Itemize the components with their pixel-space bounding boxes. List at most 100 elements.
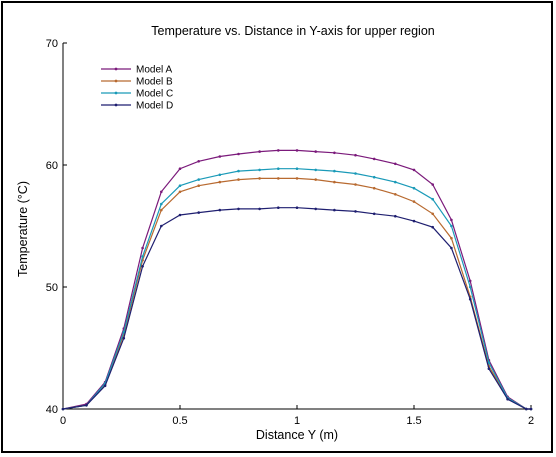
data-point xyxy=(431,225,435,229)
data-point xyxy=(506,397,509,401)
series-model-b xyxy=(61,177,533,411)
data-point xyxy=(372,186,376,190)
data-point xyxy=(218,208,222,212)
legend-label: Model D xyxy=(136,101,173,112)
series-lines xyxy=(61,149,533,411)
legend-label: Model B xyxy=(136,77,173,88)
y-axis-label: Temperature (°C) xyxy=(16,181,30,277)
data-point xyxy=(237,207,240,211)
data-point xyxy=(122,330,126,334)
x-ticks: 0 0.5 1 1.5 2 xyxy=(60,405,534,427)
data-point xyxy=(258,168,261,172)
data-point xyxy=(122,336,126,340)
data-point xyxy=(314,178,318,181)
data-point xyxy=(314,150,318,153)
data-point xyxy=(258,207,261,211)
data-point xyxy=(431,197,435,201)
data-point xyxy=(237,152,240,156)
data-point xyxy=(431,183,435,186)
data-point xyxy=(314,207,318,211)
data-point xyxy=(160,208,163,212)
data-point xyxy=(85,404,88,407)
data-point xyxy=(529,407,533,411)
x-tick-label: 0.5 xyxy=(172,415,187,427)
data-point xyxy=(450,224,453,228)
data-point xyxy=(197,178,200,181)
data-point xyxy=(314,168,318,172)
data-point xyxy=(295,149,299,152)
data-point xyxy=(237,178,240,181)
y-tick-label: 50 xyxy=(46,282,58,294)
legend-item: Model C xyxy=(101,89,173,100)
data-point xyxy=(412,168,416,172)
data-point xyxy=(354,172,357,175)
data-point xyxy=(295,206,299,209)
legend-label: Model A xyxy=(136,65,172,76)
data-point xyxy=(61,407,65,411)
y-tick-label: 60 xyxy=(46,160,58,172)
data-point xyxy=(258,150,261,153)
data-point xyxy=(237,169,240,173)
data-point xyxy=(103,384,107,388)
data-point xyxy=(487,361,491,364)
data-point xyxy=(178,213,182,217)
data-point xyxy=(141,255,144,258)
data-point xyxy=(394,180,397,184)
data-point xyxy=(197,211,200,214)
data-point xyxy=(333,180,336,184)
data-point xyxy=(487,367,491,371)
legend-label: Model C xyxy=(136,89,173,100)
data-point xyxy=(412,219,416,223)
series-line xyxy=(62,149,531,410)
data-point xyxy=(141,246,144,250)
data-point xyxy=(178,184,182,187)
legend-item: Model D xyxy=(101,101,173,112)
data-point xyxy=(218,173,222,177)
data-point xyxy=(277,206,280,209)
series-line xyxy=(62,177,531,410)
data-point xyxy=(431,212,435,216)
x-tick-label: 2 xyxy=(528,415,534,427)
data-point xyxy=(394,162,397,166)
data-point xyxy=(412,200,416,203)
series-line xyxy=(62,207,531,410)
legend-marker xyxy=(114,79,118,83)
data-point xyxy=(277,167,280,170)
data-point xyxy=(218,180,222,184)
data-point xyxy=(160,224,163,228)
data-point xyxy=(468,297,472,301)
y-tick-label: 70 xyxy=(46,38,58,50)
data-point xyxy=(394,193,397,196)
data-point xyxy=(450,236,453,240)
data-point xyxy=(178,190,182,194)
data-point xyxy=(258,177,261,180)
legend-marker xyxy=(114,67,118,71)
data-point xyxy=(197,184,200,187)
line-chart: Temperature vs. Distance in Y-axis for u… xyxy=(16,24,534,442)
data-point xyxy=(295,177,299,180)
data-point xyxy=(141,265,144,268)
data-point xyxy=(412,186,416,190)
y-ticks: 40 50 60 70 xyxy=(46,38,67,416)
data-point xyxy=(218,155,222,158)
data-point xyxy=(450,246,453,250)
data-point xyxy=(160,202,163,206)
data-point xyxy=(468,285,472,289)
data-point xyxy=(372,212,376,216)
series-model-a xyxy=(61,149,533,411)
axes xyxy=(62,43,531,410)
legend-marker xyxy=(114,91,118,95)
data-point xyxy=(277,149,280,152)
data-point xyxy=(197,160,200,163)
data-point xyxy=(468,279,472,283)
data-point xyxy=(450,218,453,222)
legend-item: Model A xyxy=(101,65,172,76)
data-point xyxy=(354,153,357,157)
x-tick-label: 1 xyxy=(294,415,300,427)
data-point xyxy=(525,407,528,411)
x-tick-label: 0 xyxy=(60,415,66,427)
y-tick-label: 40 xyxy=(46,404,58,416)
data-point xyxy=(372,175,376,179)
